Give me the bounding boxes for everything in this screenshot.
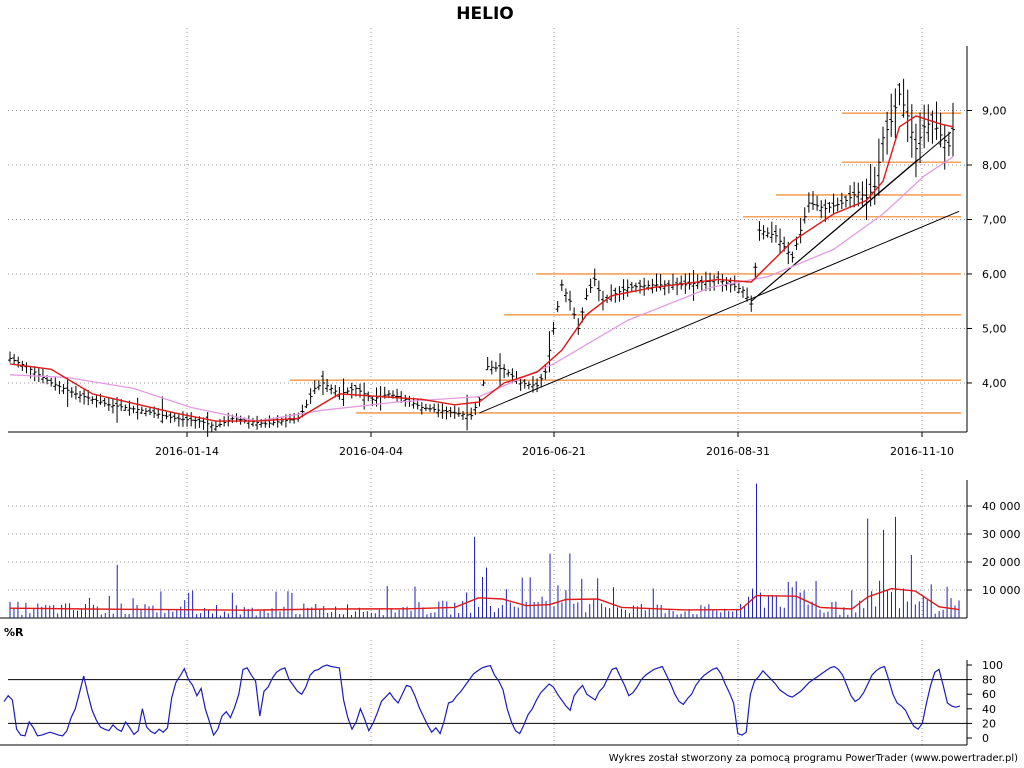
volume-panel: 10 000 20 000 30 000 40 000: [0, 470, 1021, 619]
volume-y-tick-label: 10 000: [982, 584, 1021, 597]
wr-y-tick-label: 40: [982, 703, 996, 716]
price-x-tick-label: 2016-04-04: [339, 445, 403, 458]
moving-average-short: [9, 115, 954, 422]
wr-series-line: [3, 664, 961, 737]
wr-y-tick-label: 20: [982, 717, 996, 730]
price-y-tick-label: 9,00: [982, 104, 1007, 117]
moving-average-long: [9, 156, 954, 422]
price-y-tick-label: 5,00: [982, 322, 1007, 335]
price-y-tick-label: 4,00: [982, 377, 1007, 390]
price-x-tick-label: 2016-08-31: [706, 445, 770, 458]
wr-y-tick-label: 60: [982, 688, 996, 701]
chart-title: HELIO: [456, 4, 513, 24]
volume-y-tick-label: 40 000: [982, 500, 1021, 513]
price-x-tick-label: 2016-01-14: [155, 445, 219, 458]
price-y-tick-label: 7,00: [982, 213, 1007, 226]
price-x-tick-label: 2016-06-21: [522, 445, 586, 458]
wr-y-tick-label: 100: [982, 659, 1003, 672]
price-x-tick-label: 2016-11-10: [890, 445, 954, 458]
footer-credit: Wykres został stworzony za pomocą progra…: [609, 753, 1018, 764]
trend-line: [479, 210, 960, 414]
price-panel: 4,00 5,00 6,00 7,00 8,00 9,00 2016-01-14 2016-0…: [8, 28, 1007, 458]
wr-y-tick-label: 0: [982, 732, 989, 745]
volume-y-tick-label: 30 000: [982, 528, 1021, 541]
trend-line: [750, 131, 952, 302]
price-y-tick-label: 8,00: [982, 159, 1007, 172]
volume-y-tick-label: 20 000: [982, 556, 1021, 569]
wr-y-tick-label: 80: [982, 674, 996, 687]
volume-moving-average: [9, 587, 960, 611]
williams-r-label: %R: [4, 626, 24, 639]
price-y-tick-label: 6,00: [982, 268, 1007, 281]
